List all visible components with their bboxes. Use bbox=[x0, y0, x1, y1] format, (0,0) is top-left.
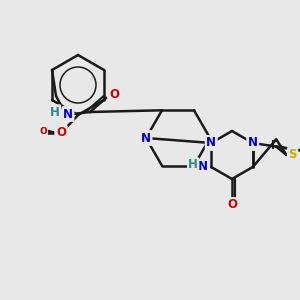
Text: N: N bbox=[248, 136, 258, 149]
Text: S: S bbox=[288, 148, 297, 161]
Text: O: O bbox=[227, 199, 237, 212]
Text: O: O bbox=[109, 88, 119, 100]
Text: N: N bbox=[141, 131, 151, 145]
Text: H: H bbox=[50, 106, 60, 118]
Text: N: N bbox=[63, 107, 73, 121]
Text: O: O bbox=[39, 127, 47, 136]
Text: N: N bbox=[198, 160, 208, 173]
Text: O: O bbox=[56, 127, 66, 140]
Text: O: O bbox=[56, 127, 66, 140]
Text: O: O bbox=[41, 127, 47, 136]
Text: H: H bbox=[188, 158, 198, 172]
Text: N: N bbox=[206, 136, 216, 149]
